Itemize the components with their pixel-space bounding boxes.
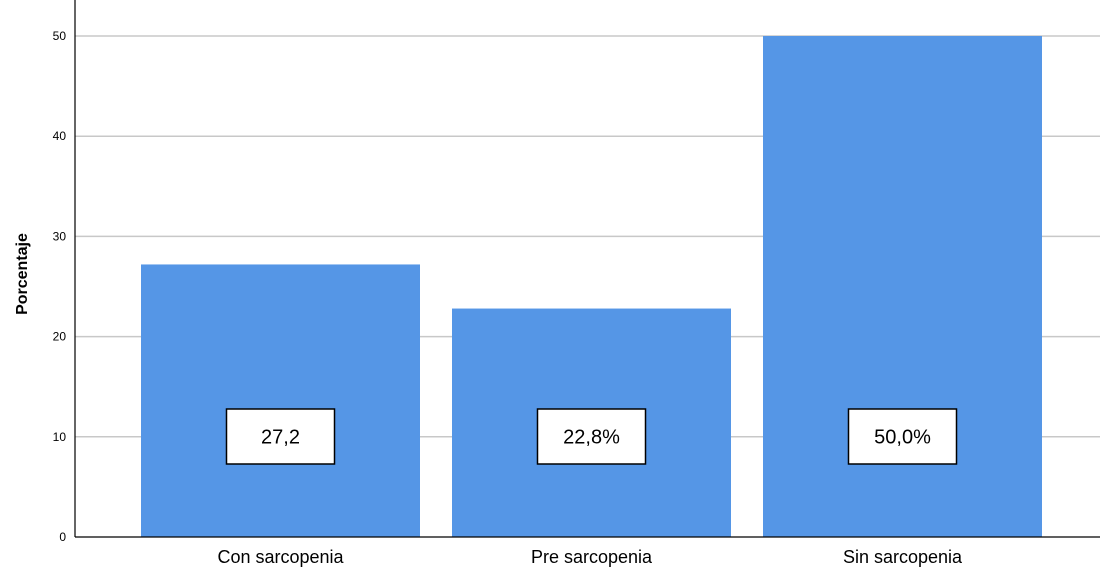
y-tick-labels: 0 10 20 30 40 50 <box>53 29 67 544</box>
y-tick-label: 10 <box>53 430 67 444</box>
x-category-labels: Con sarcopenia Pre sarcopenia Sin sarcopen… <box>217 547 963 567</box>
data-label: 27,2 <box>261 427 300 449</box>
y-tick-label: 40 <box>53 129 67 143</box>
data-label-box <box>225 408 336 465</box>
y-tick-label: 0 <box>59 530 66 544</box>
data-labels: 27,2 22,8% 50,0% <box>225 408 958 465</box>
data-label-box <box>847 408 958 465</box>
y-tick-label: 20 <box>53 330 67 344</box>
data-label: 50,0% <box>874 427 931 449</box>
x-category-label: Con sarcopenia <box>217 547 344 567</box>
y-tick-label: 30 <box>53 229 67 243</box>
x-category-label: Pre sarcopenia <box>531 547 653 567</box>
data-label: 22,8% <box>563 427 620 449</box>
x-category-label: Sin sarcopenia <box>843 547 963 567</box>
y-axis-title: Porcentaje <box>14 233 31 315</box>
bar <box>141 264 420 537</box>
data-label-box <box>536 408 647 465</box>
y-tick-label: 50 <box>53 29 67 43</box>
axes <box>74 0 1100 538</box>
